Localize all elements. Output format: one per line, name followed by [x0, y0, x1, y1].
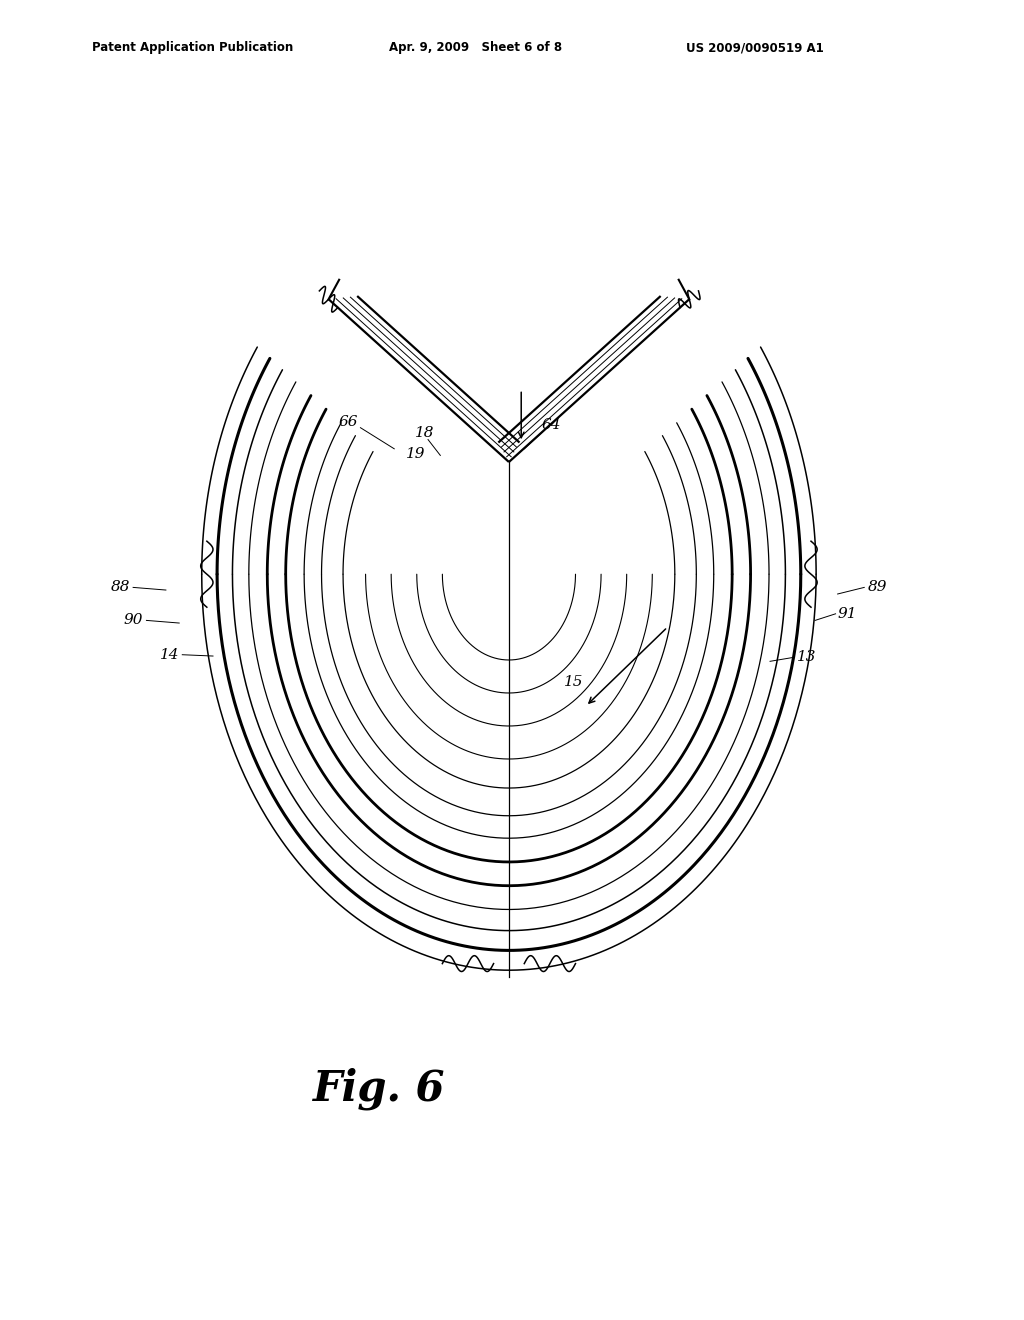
Text: US 2009/0090519 A1: US 2009/0090519 A1	[686, 41, 824, 54]
Text: 18: 18	[415, 426, 435, 440]
Text: 13: 13	[797, 651, 816, 664]
Text: 14: 14	[160, 648, 179, 661]
Text: 90: 90	[124, 614, 143, 627]
Text: 89: 89	[867, 581, 887, 594]
Text: 66: 66	[338, 416, 358, 429]
Text: Patent Application Publication: Patent Application Publication	[92, 41, 294, 54]
Text: 88: 88	[111, 581, 130, 594]
Text: 64: 64	[541, 418, 561, 432]
Text: 91: 91	[838, 607, 857, 620]
Text: 19: 19	[406, 447, 426, 461]
Text: 15: 15	[563, 676, 584, 689]
Text: Apr. 9, 2009   Sheet 6 of 8: Apr. 9, 2009 Sheet 6 of 8	[389, 41, 562, 54]
Text: Fig. 6: Fig. 6	[312, 1068, 445, 1110]
